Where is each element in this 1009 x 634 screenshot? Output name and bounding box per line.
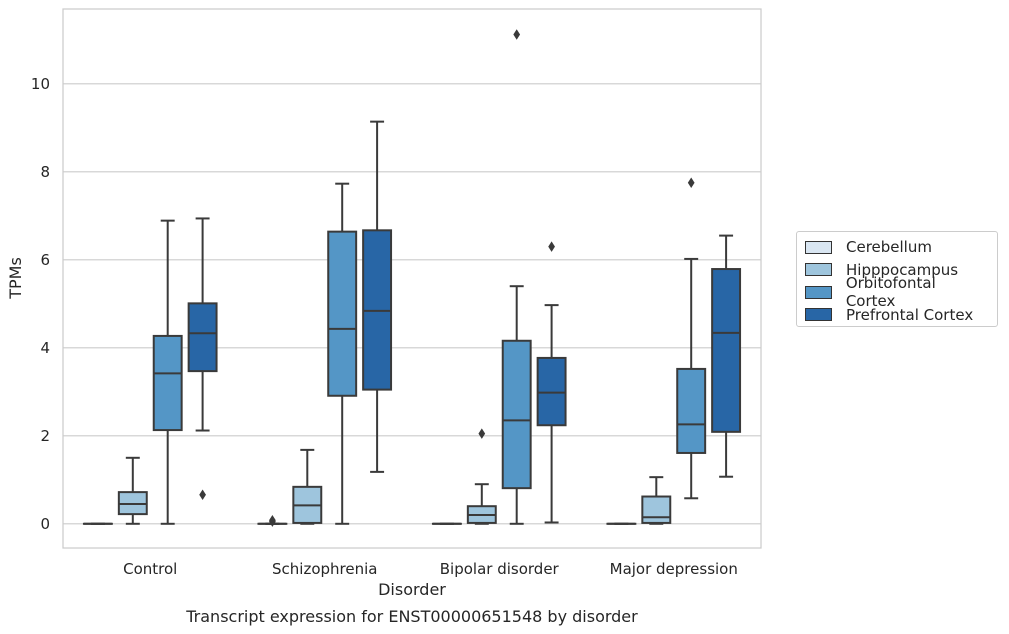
box-2-2 [501,29,532,525]
legend-label: Cerebellum [846,238,932,257]
y-tick-label: 4 [40,339,50,357]
box-0-1 [257,515,288,527]
box-iqr [187,302,218,373]
outlier-point [478,428,486,439]
outlier-point [513,29,521,40]
y-axis-label: TPMs [6,257,25,300]
legend-swatch [805,308,832,322]
outlier-point [199,489,206,501]
x-tick-label: Control [123,560,177,578]
box-iqr [711,268,742,433]
plot-frame [62,8,762,549]
box-1-3 [641,476,672,525]
outlier-point [687,177,695,189]
box-3-2 [536,241,567,524]
legend-swatch [805,285,832,299]
x-axis-label: Disorder [378,580,446,599]
legend-label: Orbitofontal Cortex [845,274,936,311]
box-iqr [641,495,672,524]
x-tick-labels: Control Schizophrenia Bipolar disorder Majo… [123,560,738,578]
box-3-1 [362,120,393,473]
box-iqr [536,356,567,427]
box-iqr [327,230,358,397]
y-tick-label: 8 [40,163,50,181]
legend-label: Prefrontal Cortex [846,305,974,324]
boxes [82,29,742,527]
y-tick-label: 6 [40,251,50,269]
y-tick-label: 2 [40,427,50,445]
legend-item: Hipppocampus [805,259,989,282]
x-tick-label: Bipolar disorder [440,560,560,578]
box-iqr [152,334,183,432]
outlier-point [269,515,276,526]
box-2-3 [676,177,707,500]
box-1-2 [466,428,497,525]
box-2-1 [327,182,358,525]
outlier-point [548,241,555,252]
legend: Cerebellum Hipppocampus Orbitofontal Corte… [796,231,998,327]
legend-swatch [805,240,832,254]
x-tick-label: Schizophrenia [272,560,377,578]
box-1-1 [292,448,323,525]
y-tick-label: 10 [31,75,50,93]
legend-label: Hipppocampus [846,260,959,279]
legend-item: Orbitofontal Cortex [805,274,989,310]
y-tick-label: 0 [40,515,50,533]
box-2-0 [152,219,183,525]
box-3-3 [711,234,742,478]
box-iqr [501,339,532,490]
y-tick-labels: 0 2 4 6 8 10 [31,75,50,533]
box-1-0 [117,456,148,525]
box-3-0 [187,217,218,501]
box-iqr [676,367,707,454]
legend-item: Prefrontal Cortex [805,304,989,327]
legend-swatch [805,263,832,277]
x-tick-label: Major depression [610,560,738,578]
figure-caption: Transcript expression for ENST0000065154… [186,607,638,626]
legend-item: Cerebellum [805,236,989,259]
